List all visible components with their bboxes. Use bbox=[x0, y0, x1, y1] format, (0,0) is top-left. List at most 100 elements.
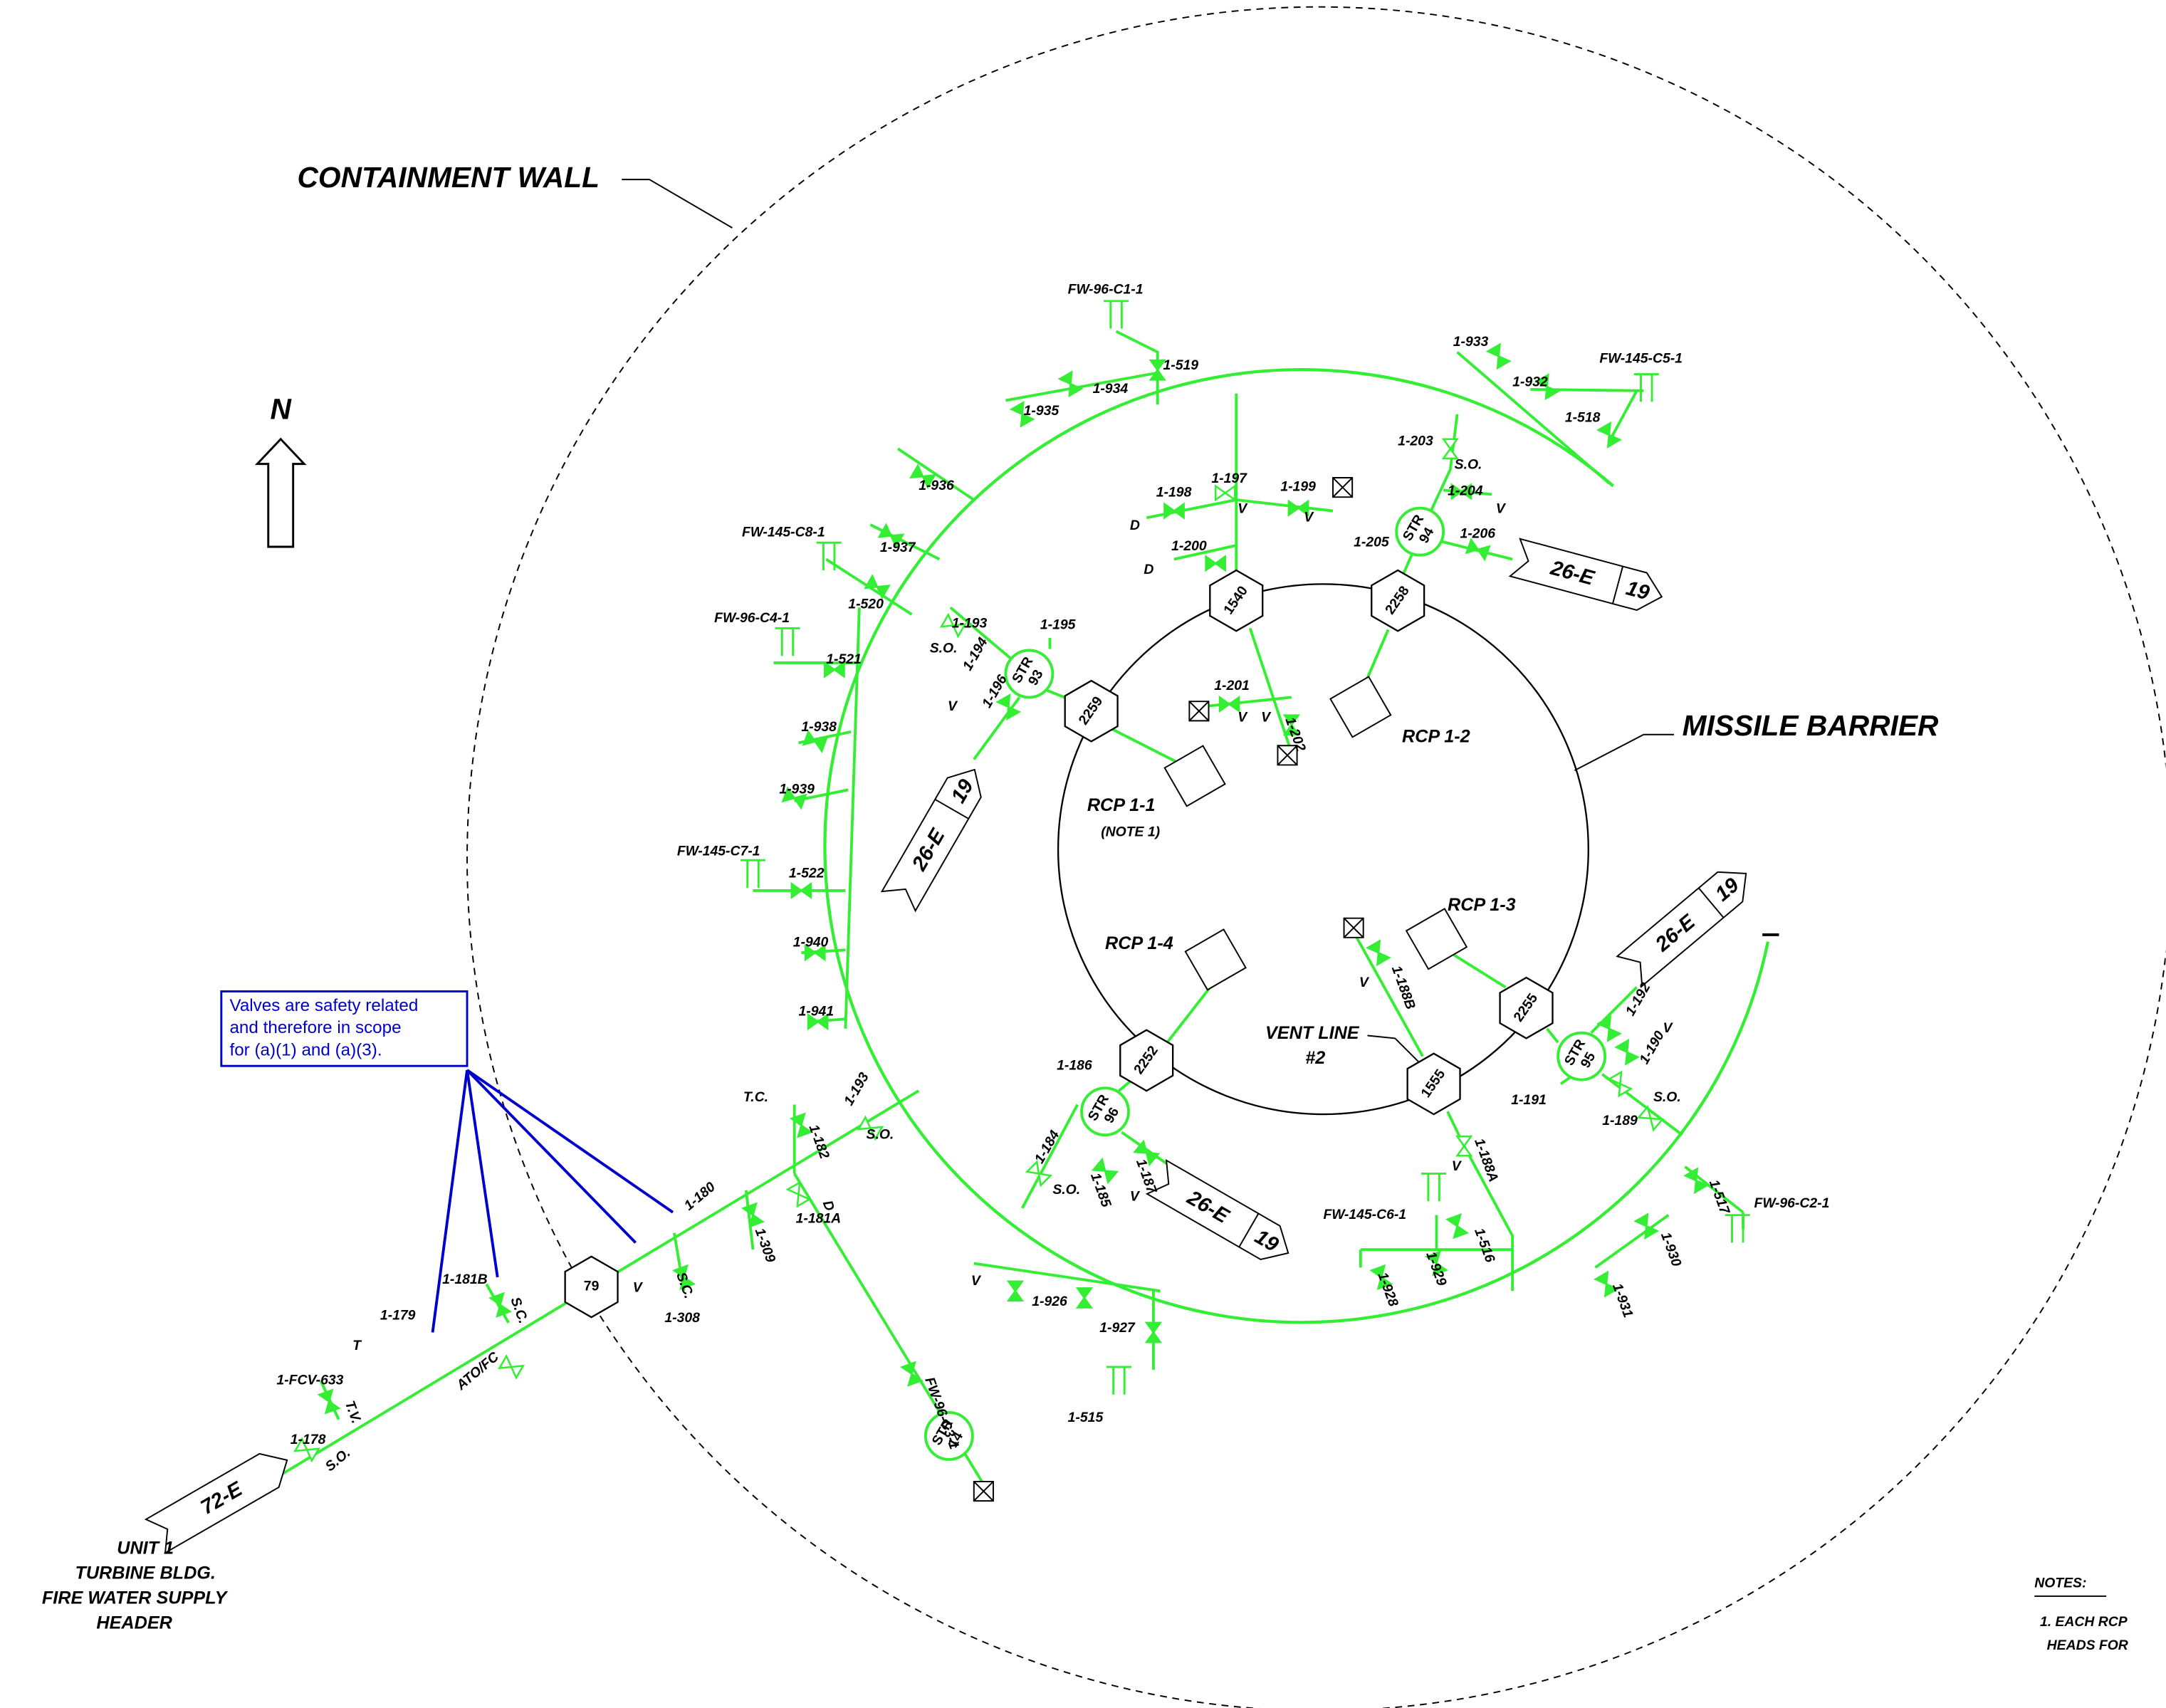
valve-body bbox=[1008, 1282, 1022, 1301]
valve bbox=[1146, 1323, 1160, 1342]
pump-box bbox=[1165, 746, 1225, 807]
drain-symbol bbox=[1344, 918, 1364, 938]
valve bbox=[491, 1294, 511, 1316]
valve-body bbox=[1164, 504, 1183, 518]
label: 1-194 bbox=[960, 635, 991, 674]
valve bbox=[743, 1204, 763, 1227]
label: 1-201 bbox=[1214, 678, 1250, 693]
valve bbox=[1215, 486, 1235, 500]
valve-body bbox=[1077, 1288, 1091, 1307]
label: 1-205 bbox=[1354, 534, 1389, 550]
label: 1-940 bbox=[793, 935, 829, 950]
drain-symbol bbox=[1189, 701, 1208, 721]
label: 1-181A bbox=[796, 1211, 842, 1227]
pipe bbox=[1199, 697, 1292, 707]
hose-connection bbox=[1106, 1367, 1131, 1395]
label: MISSILE BARRIER bbox=[1683, 709, 1939, 742]
valve-body bbox=[902, 1363, 922, 1385]
label: S.O. bbox=[1653, 1089, 1681, 1105]
label: D bbox=[1144, 562, 1153, 577]
label: 1-188A bbox=[1471, 1136, 1501, 1184]
valve bbox=[998, 695, 1019, 718]
label: 1-928 bbox=[1374, 1270, 1401, 1309]
label: 1-932 bbox=[1512, 374, 1548, 389]
valve bbox=[1616, 1040, 1638, 1064]
valve-body bbox=[1027, 1162, 1050, 1185]
label: TURBINE BLDG. bbox=[75, 1563, 215, 1583]
label: V bbox=[1261, 710, 1272, 725]
valve bbox=[865, 576, 889, 597]
drain-symbol bbox=[1333, 478, 1352, 497]
valve-body bbox=[1616, 1040, 1638, 1064]
label: V bbox=[971, 1273, 982, 1289]
valve-body bbox=[1060, 372, 1081, 396]
valve-body bbox=[491, 1294, 511, 1316]
label: 1-199 bbox=[1280, 479, 1316, 495]
valve bbox=[1488, 345, 1510, 368]
label: 1-178 bbox=[291, 1432, 326, 1447]
valve bbox=[1220, 697, 1239, 711]
label: FW-145-C6-1 bbox=[1323, 1207, 1406, 1222]
label: 1-931 bbox=[1609, 1282, 1636, 1320]
label: 1-309 bbox=[752, 1226, 779, 1264]
leader bbox=[622, 179, 732, 228]
label: for (a)(1) and (a)(3). bbox=[229, 1040, 382, 1059]
pipe bbox=[1450, 953, 1506, 987]
label: 1-938 bbox=[801, 719, 837, 735]
label: T.C. bbox=[743, 1089, 768, 1105]
valve bbox=[1448, 1215, 1467, 1237]
label: HEADS FOR bbox=[2047, 1638, 2128, 1653]
layout bbox=[221, 7, 2166, 1708]
valve bbox=[902, 1363, 922, 1385]
label: V bbox=[1452, 1158, 1463, 1174]
label: HEADER bbox=[96, 1613, 172, 1633]
label: RCP 1-1 bbox=[1087, 795, 1156, 815]
valve-body bbox=[1488, 345, 1510, 368]
pipe bbox=[1609, 391, 1637, 442]
valve-body bbox=[1146, 1323, 1160, 1342]
label: 1-930 bbox=[1658, 1230, 1685, 1269]
label: 1-515 bbox=[1068, 1410, 1104, 1425]
valve bbox=[1077, 1288, 1091, 1307]
valve bbox=[1027, 1162, 1050, 1185]
label: 1-308 bbox=[664, 1310, 700, 1326]
hose-symbol bbox=[1104, 301, 1129, 329]
label: 1-520 bbox=[848, 597, 884, 612]
label: #2 bbox=[1305, 1048, 1325, 1068]
label: 1. EACH RCP bbox=[2040, 1614, 2128, 1630]
label: 1-936 bbox=[919, 478, 954, 493]
label: 1-941 bbox=[798, 1004, 834, 1020]
pipe bbox=[1236, 500, 1333, 511]
label: FW-96-C1-1 bbox=[1068, 281, 1144, 297]
drain-symbol bbox=[974, 1482, 993, 1501]
valve-body bbox=[1467, 540, 1490, 560]
pipe bbox=[1547, 1029, 1559, 1042]
label: FW-96-C2-1 bbox=[1754, 1195, 1830, 1211]
label: 1-522 bbox=[789, 866, 825, 881]
label: N bbox=[271, 393, 293, 426]
valve bbox=[1008, 1282, 1022, 1301]
label: 1-521 bbox=[826, 651, 862, 667]
pump-box bbox=[1330, 677, 1391, 738]
label: 1-FCV-633 bbox=[276, 1372, 343, 1388]
label: RCP 1-4 bbox=[1105, 933, 1173, 953]
label: V bbox=[948, 698, 958, 714]
leader bbox=[1574, 735, 1674, 770]
label: FIRE WATER SUPPLY bbox=[42, 1588, 229, 1608]
north-arrow bbox=[257, 439, 304, 547]
label: 1-200 bbox=[1171, 538, 1207, 554]
label: RCP 1-3 bbox=[1448, 895, 1516, 915]
valve-body bbox=[1220, 697, 1239, 711]
valve bbox=[1467, 540, 1490, 560]
valve bbox=[319, 1390, 339, 1413]
label: 1-189 bbox=[1602, 1113, 1638, 1128]
hose-connection bbox=[1421, 1173, 1446, 1201]
label: FW-96-C4-1 bbox=[714, 610, 790, 626]
hose-symbol bbox=[1634, 374, 1659, 402]
pipe bbox=[845, 607, 859, 1029]
label: RCP 1-2 bbox=[1402, 726, 1470, 746]
drain-box bbox=[1189, 701, 1208, 721]
label: 1-203 bbox=[1398, 434, 1433, 449]
valve-body bbox=[499, 1356, 523, 1378]
label: S.O. bbox=[323, 1445, 354, 1474]
